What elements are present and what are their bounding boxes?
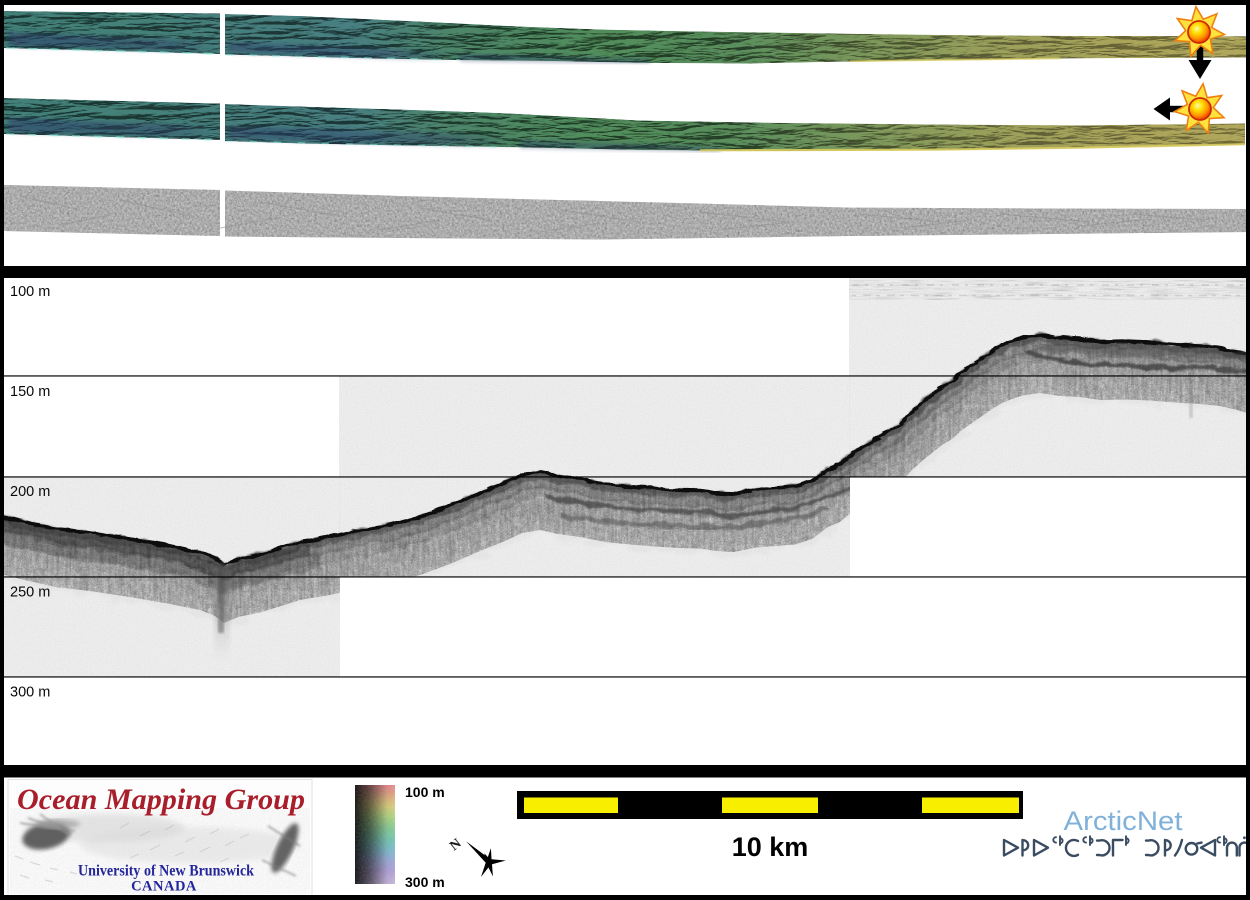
svg-text:100 m: 100 m [10, 284, 50, 300]
svg-text:100 m: 100 m [405, 784, 445, 800]
svg-text:300 m: 300 m [405, 874, 445, 890]
svg-text:University of New Brunswick: University of New Brunswick [78, 863, 254, 880]
svg-text:150 m: 150 m [10, 384, 50, 400]
svg-text:300 m: 300 m [10, 685, 50, 701]
svg-text:10 km: 10 km [732, 832, 809, 862]
svg-text:Ocean Mapping Group: Ocean Mapping Group [17, 783, 305, 816]
svg-text:250 m: 250 m [10, 585, 50, 601]
svg-text:ArcticNet: ArcticNet [1064, 806, 1184, 836]
svg-text:CANADA: CANADA [131, 879, 197, 895]
svg-text:200 m: 200 m [10, 484, 50, 500]
